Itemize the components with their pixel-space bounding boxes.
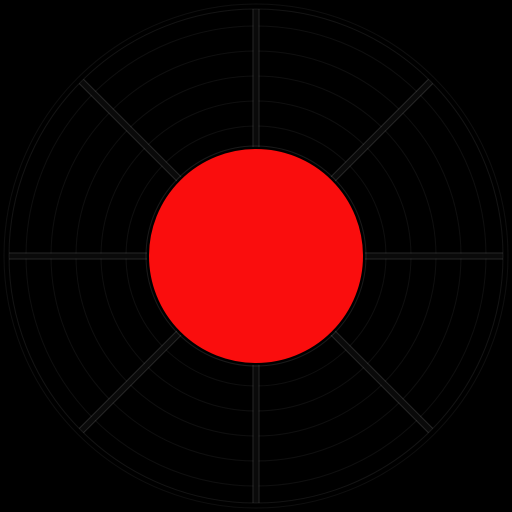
record-disc-icon: [0, 0, 512, 512]
disc-svg: [0, 0, 512, 512]
